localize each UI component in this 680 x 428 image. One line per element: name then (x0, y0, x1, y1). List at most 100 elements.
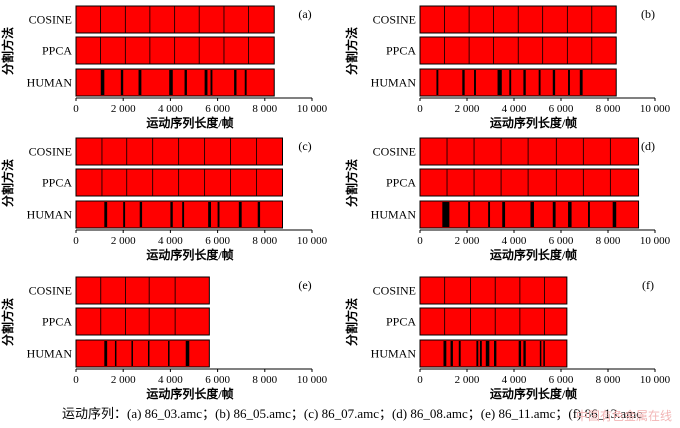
panel-e-row-human-band (75, 339, 210, 368)
panel-f-x-tick-label-2: 4 000 (502, 374, 527, 386)
panel-a-x-tick-label-4: 8 000 (252, 103, 277, 115)
panel-b-human-boundary-1 (462, 70, 465, 95)
panel-c-human-boundary-2 (139, 202, 143, 227)
panel-d-row-label-cosine: COSINE (373, 145, 416, 159)
panel-a-human-boundary-2 (138, 70, 142, 95)
panel-f-y-axis-label: 分割方法 (344, 298, 359, 346)
panel-c-x-tick-label-1: 2 000 (111, 235, 136, 247)
panel-b-x-tick-label-4: 8 000 (596, 103, 621, 115)
panel-f-x-tick-label-1: 2 000 (455, 374, 480, 386)
panel-b-x-tick-label-3: 6 000 (549, 103, 574, 115)
panel-c-x-tick-label-0: 0 (73, 235, 79, 247)
panel-a-human-boundary-8 (244, 70, 247, 95)
panel-f-x-tick-label-3: 6 000 (549, 374, 574, 386)
panel-f-human-boundary-1 (450, 341, 453, 366)
panel-c-human-boundary-8 (257, 202, 261, 227)
panel-b-x-tick-label-2: 4 000 (502, 103, 527, 115)
panel-a-y-axis-label: 分割方法 (0, 27, 15, 75)
panel-a-x-tick-label-3: 6 000 (205, 103, 230, 115)
panel-c-human-boundary-1 (123, 202, 126, 227)
panel-d-human-boundary-3 (502, 202, 506, 227)
panel-a-x-tick-label-5: 10 000 (297, 103, 328, 115)
panel-c-x-tick-label-2: 4 000 (158, 235, 183, 247)
panel-d-x-tick-label-2: 4 000 (502, 235, 527, 247)
panel-c-x-tick-label-4: 8 000 (252, 235, 277, 247)
panel-a-row-label-ppca: PPCA (42, 44, 72, 58)
panel-b-human-boundary-2 (474, 70, 476, 95)
panel-e-human-boundary-5 (185, 341, 190, 366)
panel-f-human-boundary-4 (479, 341, 482, 366)
panel-d-row-human-band (419, 200, 640, 229)
panel-b-x-tick-label-1: 2 000 (455, 103, 480, 115)
panel-e-y-axis-label: 分割方法 (0, 298, 15, 346)
panel-f-human-boundary-10 (543, 341, 545, 366)
panel-c-human-boundary-6 (217, 202, 220, 227)
panel-a-row-human-band (75, 68, 275, 97)
panel-a-human-boundary-4 (184, 70, 187, 95)
panel-e-x-tick-label-4: 8 000 (252, 374, 277, 386)
panel-f-human-boundary-3 (476, 341, 479, 366)
panel-f-label: (f) (642, 278, 654, 292)
panel-e-human-boundary-3 (147, 341, 150, 366)
panel-b-human-boundary-0 (436, 70, 439, 95)
panel-d-human-boundary-2 (488, 202, 491, 227)
panel-e-row-ppca-band (75, 307, 210, 336)
panel-c-row-ppca-band (75, 168, 283, 197)
panel-a-row-cosine-band (75, 5, 275, 34)
panel-e-row-label-cosine: COSINE (29, 284, 72, 298)
panel-d-human-boundary-0 (442, 202, 450, 227)
panel-c-label: (c) (298, 139, 311, 153)
panel-f-row-label-ppca: PPCA (386, 315, 416, 329)
panel-c-human-boundary-4 (182, 202, 185, 227)
panel-c-human-boundary-3 (170, 202, 173, 227)
panel-c-x-tick-label-3: 6 000 (205, 235, 230, 247)
panel-e-human-boundary-0 (104, 341, 108, 366)
panel-b-human-boundary-5 (523, 70, 526, 95)
panel-d-human-boundary-6 (568, 202, 572, 227)
panel-f-human-boundary-2 (458, 341, 461, 366)
panel-e-x-axis-label: 运动序列长度/帧 (146, 386, 233, 401)
panel-b-row-label-cosine: COSINE (373, 13, 416, 27)
panel-e-x-tick-label-0: 0 (73, 374, 79, 386)
panel-c-human-boundary-0 (104, 202, 108, 227)
panel-d-row-label-human: HUMAN (371, 208, 417, 222)
panel-a-human-boundary-6 (210, 70, 213, 95)
panel-a-human-boundary-5 (204, 70, 208, 95)
panel-c-row-label-ppca: PPCA (42, 176, 72, 190)
panel-f-x-tick-label-5: 10 000 (640, 374, 671, 386)
panel-e-label: (e) (298, 278, 311, 292)
panel-f-row-label-human: HUMAN (371, 347, 417, 361)
figure-caption: 运动序列：(a) 86_03.amc；(b) 86_05.amc；(c) 86_… (62, 406, 643, 421)
panel-e-human-boundary-4 (168, 341, 170, 366)
panel-f-human-boundary-7 (518, 341, 522, 366)
panel-c-human-boundary-5 (208, 202, 211, 227)
watermark-text: 中国有色金属在线 (575, 409, 672, 423)
panel-e-human-boundary-1 (114, 341, 117, 366)
panel-f-x-tick-label-0: 0 (417, 374, 423, 386)
panel-c-x-axis-label: 运动序列长度/帧 (146, 247, 233, 262)
panel-a-row-label-cosine: COSINE (29, 13, 72, 27)
panel-d-x-tick-label-1: 2 000 (455, 235, 480, 247)
panel-d-y-axis-label: 分割方法 (344, 159, 359, 207)
panel-f-human-boundary-0 (443, 341, 447, 366)
panel-c-row-human-band (75, 200, 283, 229)
panel-b-human-boundary-3 (497, 70, 502, 95)
panel-f-human-boundary-9 (539, 341, 542, 366)
panel-b-row-human-band (419, 68, 617, 97)
panel-d-x-tick-label-4: 8 000 (596, 235, 621, 247)
panel-a-x-tick-label-0: 0 (73, 103, 79, 115)
panel-c-row-label-human: HUMAN (27, 208, 73, 222)
panel-d-label: (d) (641, 139, 655, 153)
panel-b-human-boundary-8 (568, 70, 570, 95)
panel-b-row-label-ppca: PPCA (386, 44, 416, 58)
panel-a-human-boundary-3 (169, 70, 173, 95)
panel-f-human-boundary-6 (494, 341, 497, 366)
panel-c-x-tick-label-5: 10 000 (297, 235, 328, 247)
panel-a-human-boundary-1 (120, 70, 124, 95)
panel-c-row-label-cosine: COSINE (29, 145, 72, 159)
panel-d-human-boundary-4 (530, 202, 534, 227)
panel-e-row-label-ppca: PPCA (42, 315, 72, 329)
panel-b-x-tick-label-5: 10 000 (640, 103, 671, 115)
panel-b-x-tick-label-0: 0 (417, 103, 423, 115)
panel-a-x-axis-label: 运动序列长度/帧 (146, 115, 233, 130)
